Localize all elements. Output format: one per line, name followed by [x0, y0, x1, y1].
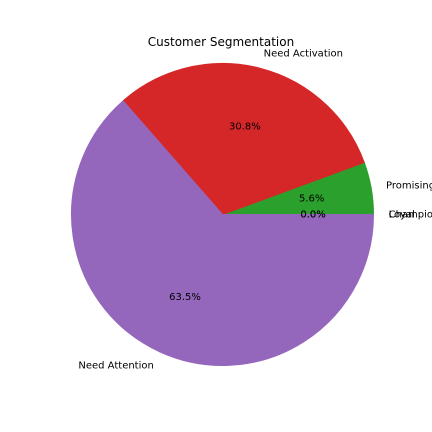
- pie-labels: Champions0.0%Loyal0.0%Promising5.6%Need …: [78, 49, 432, 372]
- slice-label-loyal: Loyal: [389, 210, 415, 221]
- slice-label-need-attention: Need Attention: [78, 361, 153, 372]
- pie-slice-need-activation: [122, 63, 365, 216]
- slice-pct-promising: 5.6%: [299, 194, 324, 205]
- slice-pct-need-activation: 30.8%: [229, 122, 261, 133]
- slice-pct-need-attention: 63.5%: [169, 292, 201, 303]
- slice-label-champions: Champions: [389, 210, 432, 221]
- chart-title: Customer Segmentation: [148, 35, 294, 49]
- pie-slice-need-attention: [71, 100, 375, 366]
- pie-slices: [71, 63, 375, 366]
- slice-pct-loyal: 0.0%: [300, 210, 325, 221]
- slice-label-promising: Promising: [386, 180, 432, 191]
- slice-label-need-activation: Need Activation: [264, 49, 343, 60]
- slice-pct-champions: 0.0%: [300, 210, 325, 221]
